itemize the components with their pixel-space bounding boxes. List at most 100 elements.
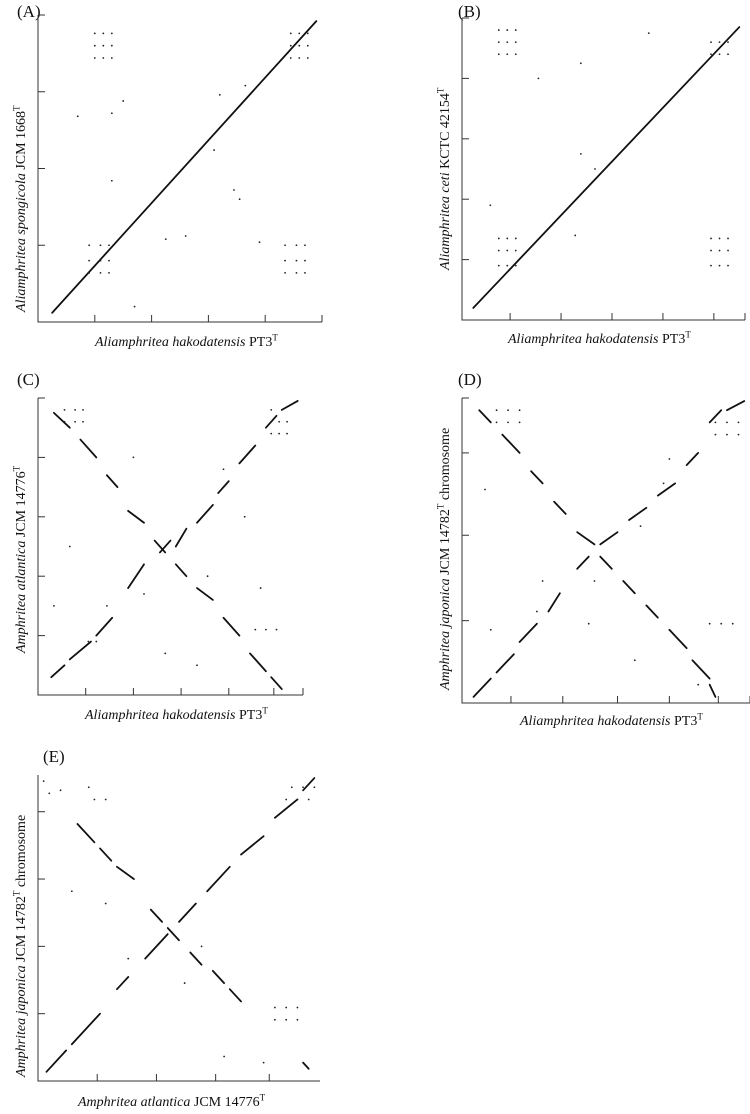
alignment-segment xyxy=(553,500,567,515)
alignment-point xyxy=(662,482,665,485)
alignment-point xyxy=(284,244,286,247)
alignment-point xyxy=(74,408,76,411)
x-sup-d: T xyxy=(697,711,703,722)
alignment-segment xyxy=(691,659,711,680)
alignment-point xyxy=(514,264,517,267)
alignment-point xyxy=(284,259,286,262)
alignment-point xyxy=(497,29,500,31)
alignment-point xyxy=(298,57,301,59)
y-strain-d: JCM 14782 xyxy=(438,509,453,575)
alignment-point xyxy=(495,421,498,424)
x-species-a: Aliamphritea hakodatensis xyxy=(95,335,246,350)
alignment-segment xyxy=(645,604,659,619)
alignment-point xyxy=(514,29,517,31)
alignment-point xyxy=(708,622,711,625)
alignment-point xyxy=(714,433,717,436)
alignment-point xyxy=(122,100,125,102)
alignment-point xyxy=(307,798,310,801)
alignment-segment xyxy=(599,531,619,546)
alignment-point xyxy=(296,798,299,801)
alignment-point xyxy=(289,44,292,47)
alignment-point xyxy=(302,786,304,789)
y-species-c: Amphritea atlantica xyxy=(14,540,29,653)
alignment-point xyxy=(88,244,91,247)
alignment-point xyxy=(593,580,596,582)
alignment-segment xyxy=(53,411,71,429)
alignment-point xyxy=(133,305,136,308)
x-sup-a: T xyxy=(272,332,278,343)
alignment-segment xyxy=(116,865,135,880)
alignment-segment xyxy=(685,452,700,466)
alignment-point xyxy=(497,264,500,267)
alignment-point xyxy=(82,408,84,411)
y-sup-b: T xyxy=(435,87,446,94)
alignment-point xyxy=(87,786,90,789)
x-species-e: Amphritea atlantica xyxy=(78,1095,191,1110)
alignment-segment xyxy=(249,652,267,673)
alignment-point xyxy=(668,458,671,460)
alignment-point xyxy=(106,605,108,607)
alignment-point xyxy=(304,244,306,247)
alignment-point xyxy=(737,433,740,436)
alignment-point xyxy=(506,264,509,267)
alignment-point xyxy=(518,421,521,424)
y-strain-a: JCM 1668 xyxy=(14,110,29,170)
alignment-point xyxy=(63,420,66,423)
alignment-segment xyxy=(726,400,746,412)
alignment-point xyxy=(720,622,723,625)
alignment-point xyxy=(222,468,225,471)
alignment-segment xyxy=(51,20,318,314)
alignment-point xyxy=(726,421,728,424)
alignment-point xyxy=(196,664,198,667)
alignment-point xyxy=(633,659,636,662)
alignment-segment xyxy=(222,616,241,637)
alignment-point xyxy=(295,271,298,274)
alignment-segment xyxy=(127,509,145,524)
alignment-segment xyxy=(153,539,167,554)
axis-lines xyxy=(37,775,320,1082)
alignment-point xyxy=(306,57,309,59)
alignment-point xyxy=(710,264,712,267)
alignment-point xyxy=(727,264,729,267)
y-species-e: Amphritea japonica xyxy=(14,965,29,1077)
dotplot-b xyxy=(461,17,746,321)
panel-label-d: (D) xyxy=(458,370,482,389)
alignment-segment xyxy=(576,531,596,546)
alignment-segment xyxy=(472,677,492,698)
alignment-point xyxy=(200,945,203,948)
alignment-point xyxy=(718,249,721,252)
alignment-segment xyxy=(302,1061,310,1070)
alignment-segment xyxy=(76,823,96,844)
alignment-point xyxy=(270,432,273,435)
alignment-segment xyxy=(206,865,231,893)
axis-lines xyxy=(37,398,303,696)
alignment-point xyxy=(298,32,301,35)
panel-b: (B) Aliamphritea ceti KCTC 42154T Aliamp… xyxy=(420,0,750,360)
alignment-point xyxy=(262,1061,265,1064)
alignment-point xyxy=(535,610,538,613)
y-axis-label-d: Amphritea japonica JCM 14782T chromosome xyxy=(435,428,454,690)
alignment-point xyxy=(278,420,281,423)
y-axis-label-c: Amphritea atlantica JCM 14776T xyxy=(11,466,30,653)
alignment-point xyxy=(99,271,102,274)
alignment-point xyxy=(104,902,107,905)
alignment-point xyxy=(110,32,113,35)
alignment-segment xyxy=(668,628,688,650)
alignment-point xyxy=(258,241,261,244)
y-species-a: Aliamphritea spongicola xyxy=(14,173,29,312)
alignment-point xyxy=(164,652,167,655)
dotplot-c xyxy=(37,397,304,696)
axis-lines xyxy=(37,15,322,323)
alignment-segment xyxy=(50,664,66,679)
alignment-point xyxy=(278,432,281,435)
alignment-point xyxy=(710,237,712,240)
y-sup-e: T xyxy=(11,890,22,897)
alignment-point xyxy=(213,149,215,151)
alignment-point xyxy=(53,605,55,607)
x-axis-label-e: Amphritea atlantica JCM 14776T xyxy=(78,1093,265,1111)
alignment-point xyxy=(218,93,221,96)
alignment-point xyxy=(48,792,51,795)
alignment-point xyxy=(537,77,540,80)
alignment-point xyxy=(88,259,91,262)
alignment-point xyxy=(244,84,247,87)
